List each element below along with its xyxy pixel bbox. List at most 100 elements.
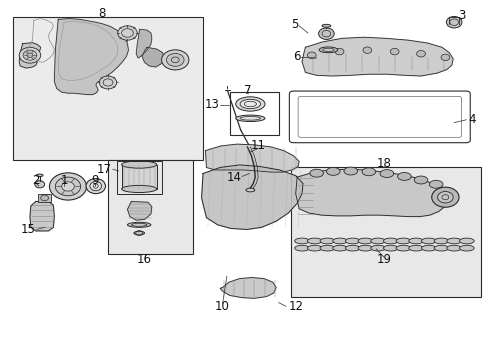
Ellipse shape	[395, 238, 410, 244]
Text: 18: 18	[376, 157, 390, 170]
Ellipse shape	[294, 238, 309, 244]
Ellipse shape	[36, 174, 43, 177]
Circle shape	[41, 195, 48, 201]
Ellipse shape	[433, 238, 448, 244]
Ellipse shape	[408, 238, 423, 244]
Circle shape	[307, 52, 316, 58]
Ellipse shape	[361, 168, 375, 176]
Bar	[117, 161, 161, 194]
Text: 11: 11	[250, 139, 265, 152]
Polygon shape	[295, 169, 446, 217]
Ellipse shape	[332, 245, 346, 251]
Ellipse shape	[86, 179, 105, 194]
Bar	[290, 167, 480, 297]
Ellipse shape	[345, 245, 359, 251]
Circle shape	[118, 26, 137, 40]
Circle shape	[61, 182, 74, 191]
Polygon shape	[19, 42, 41, 68]
Circle shape	[440, 54, 449, 60]
Ellipse shape	[134, 231, 144, 235]
Ellipse shape	[320, 238, 334, 244]
Text: 17: 17	[97, 163, 112, 176]
Ellipse shape	[446, 238, 461, 244]
Ellipse shape	[428, 180, 442, 188]
Ellipse shape	[459, 245, 473, 251]
Polygon shape	[136, 30, 152, 58]
Ellipse shape	[122, 161, 157, 168]
Text: 7: 7	[244, 84, 251, 97]
Bar	[108, 160, 193, 253]
Bar	[122, 165, 157, 189]
Circle shape	[431, 187, 458, 207]
Text: 8: 8	[98, 7, 105, 20]
Text: 9: 9	[91, 174, 99, 186]
Circle shape	[35, 181, 44, 188]
Text: 6: 6	[292, 50, 300, 63]
Ellipse shape	[320, 245, 334, 251]
Ellipse shape	[240, 99, 260, 109]
Bar	[13, 17, 203, 160]
Ellipse shape	[370, 245, 385, 251]
Ellipse shape	[240, 117, 260, 120]
Text: 15: 15	[21, 223, 36, 236]
Ellipse shape	[379, 170, 393, 177]
Ellipse shape	[307, 245, 322, 251]
Ellipse shape	[459, 238, 473, 244]
Ellipse shape	[294, 245, 309, 251]
Ellipse shape	[357, 238, 372, 244]
Ellipse shape	[421, 238, 435, 244]
Ellipse shape	[397, 172, 410, 180]
Ellipse shape	[307, 238, 322, 244]
Ellipse shape	[322, 24, 330, 27]
Circle shape	[161, 50, 188, 70]
Ellipse shape	[235, 97, 264, 111]
Text: 19: 19	[376, 253, 391, 266]
Text: 5: 5	[290, 18, 298, 31]
Polygon shape	[54, 19, 128, 95]
Text: 12: 12	[288, 300, 303, 313]
Ellipse shape	[245, 188, 254, 192]
Text: 1: 1	[60, 174, 68, 186]
Bar	[229, 92, 278, 135]
Ellipse shape	[122, 185, 157, 193]
Polygon shape	[127, 202, 152, 220]
Circle shape	[389, 48, 398, 55]
Ellipse shape	[408, 245, 423, 251]
Circle shape	[19, 47, 41, 63]
Ellipse shape	[90, 181, 102, 191]
Ellipse shape	[383, 238, 397, 244]
Polygon shape	[302, 37, 452, 76]
Text: 4: 4	[468, 113, 475, 126]
Polygon shape	[201, 165, 303, 229]
Ellipse shape	[446, 245, 461, 251]
Polygon shape	[30, 202, 54, 231]
Ellipse shape	[370, 238, 385, 244]
Text: 13: 13	[204, 98, 219, 111]
Text: 3: 3	[457, 9, 464, 22]
Circle shape	[416, 50, 425, 57]
Polygon shape	[142, 47, 163, 67]
Circle shape	[362, 47, 371, 53]
Ellipse shape	[127, 222, 151, 227]
Circle shape	[23, 50, 37, 60]
Circle shape	[49, 173, 86, 200]
Ellipse shape	[395, 245, 410, 251]
Ellipse shape	[421, 245, 435, 251]
Text: 10: 10	[215, 300, 229, 313]
Polygon shape	[220, 278, 276, 298]
Ellipse shape	[413, 176, 427, 184]
Ellipse shape	[345, 238, 359, 244]
Bar	[38, 194, 51, 202]
Circle shape	[166, 53, 183, 66]
Text: 16: 16	[137, 253, 152, 266]
Ellipse shape	[332, 238, 346, 244]
Polygon shape	[205, 144, 299, 172]
Ellipse shape	[343, 167, 357, 175]
Text: 14: 14	[226, 171, 241, 184]
Text: 2: 2	[32, 174, 40, 186]
Ellipse shape	[235, 115, 264, 122]
Ellipse shape	[326, 167, 339, 175]
Circle shape	[318, 28, 333, 40]
Ellipse shape	[383, 245, 397, 251]
Ellipse shape	[309, 169, 323, 177]
